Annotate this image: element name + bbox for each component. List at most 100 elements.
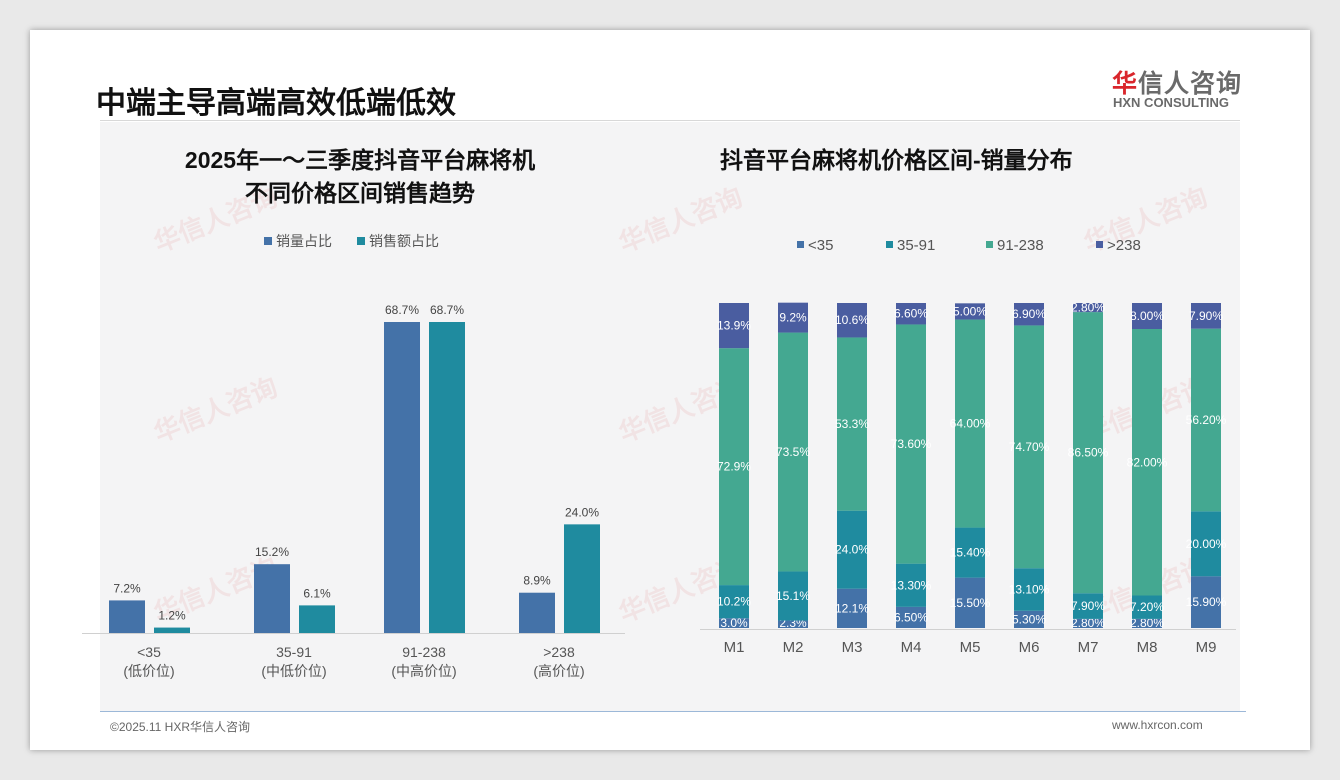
legend-label: >238 bbox=[1107, 237, 1141, 254]
legend-label: 35-91 bbox=[897, 237, 935, 254]
data-label: 68.7% bbox=[430, 303, 464, 317]
stacked-bar-segment bbox=[837, 337, 867, 511]
stacked-bar-segment bbox=[719, 348, 749, 586]
data-label: 12.1% bbox=[835, 601, 869, 615]
logo: 华信人咨询 bbox=[1112, 70, 1243, 98]
stacked-bar-segment bbox=[1014, 325, 1044, 569]
tick-label: M7 bbox=[1078, 639, 1099, 656]
data-label: 86.50% bbox=[1068, 446, 1109, 460]
stacked-bar-segment bbox=[1132, 329, 1162, 596]
stacked-bar-segment bbox=[1073, 618, 1103, 628]
data-label: 10.2% bbox=[717, 595, 751, 609]
data-label: 24.0% bbox=[835, 543, 869, 557]
stacked-bar-segment bbox=[1191, 511, 1221, 577]
tick-label: M8 bbox=[1137, 639, 1158, 656]
data-label: 64.00% bbox=[950, 417, 991, 431]
legend-label: 91-238 bbox=[997, 237, 1044, 254]
tick-label: M6 bbox=[1019, 639, 1040, 656]
bar bbox=[519, 592, 555, 633]
data-label: 2.80% bbox=[1071, 616, 1105, 630]
tick-label: M4 bbox=[901, 639, 922, 656]
stacked-bar-segment bbox=[1132, 303, 1162, 329]
tick-label: M5 bbox=[960, 639, 981, 656]
data-label: 5.00% bbox=[953, 304, 987, 318]
stacked-bar-segment bbox=[955, 527, 985, 578]
bar bbox=[109, 600, 145, 633]
legend-swatch bbox=[986, 241, 993, 248]
legend-swatch bbox=[264, 237, 272, 245]
footer-divider bbox=[100, 711, 1246, 712]
right-chart-title: 抖音平台麻将机价格区间-销量分布 bbox=[720, 147, 1073, 173]
data-label: 82.00% bbox=[1127, 455, 1168, 469]
data-label: 74.70% bbox=[1009, 440, 1050, 454]
data-label: 9.2% bbox=[779, 311, 807, 325]
data-label: 15.90% bbox=[1186, 595, 1227, 609]
bar bbox=[299, 605, 335, 633]
data-label: 15.50% bbox=[950, 596, 991, 610]
stacked-bar-segment bbox=[778, 332, 808, 572]
stacked-bar-segment bbox=[719, 303, 749, 349]
stacked-bar-segment bbox=[955, 303, 985, 320]
legend-swatch bbox=[797, 241, 804, 248]
stacked-bar-segment bbox=[1132, 595, 1162, 619]
bar bbox=[384, 322, 420, 633]
data-label: 24.0% bbox=[565, 505, 599, 519]
data-label: 15.1% bbox=[776, 589, 810, 603]
stacked-bar-segment bbox=[1191, 328, 1221, 512]
data-label: 1.2% bbox=[158, 609, 186, 623]
tick-label: M1 bbox=[724, 639, 745, 656]
header-divider bbox=[100, 120, 1240, 121]
legend-label: 销售额占比 bbox=[369, 233, 439, 249]
stacked-bar-segment bbox=[1014, 303, 1044, 326]
bar bbox=[254, 564, 290, 633]
tick-sublabel: (中低价位) bbox=[261, 663, 326, 679]
data-label: 2.80% bbox=[1130, 616, 1164, 630]
stacked-bar-segment bbox=[778, 620, 808, 628]
stacked-bar-segment bbox=[955, 577, 985, 628]
legend-swatch bbox=[886, 241, 893, 248]
bar bbox=[564, 524, 600, 633]
tick-label: >238 bbox=[543, 644, 575, 660]
stacked-bar-segment bbox=[1073, 593, 1103, 619]
data-label: 73.60% bbox=[891, 437, 932, 451]
page-title: 中端主导高端高效低端低效 bbox=[96, 87, 456, 120]
website: www.hxrcon.com bbox=[1112, 718, 1203, 732]
tick-label: M2 bbox=[783, 639, 804, 656]
data-label: 15.2% bbox=[255, 545, 289, 559]
tick-label: <35 bbox=[137, 644, 161, 660]
stacked-bar-segment bbox=[778, 302, 808, 333]
tick-label: 35-91 bbox=[276, 644, 312, 660]
stacked-bar-segment bbox=[896, 563, 926, 607]
data-label: 7.90% bbox=[1071, 599, 1105, 613]
data-label: 13.9% bbox=[717, 319, 751, 333]
data-label: 10.6% bbox=[835, 313, 869, 327]
legend-label: 销量占比 bbox=[276, 233, 332, 249]
data-label: 2.80% bbox=[1071, 301, 1105, 315]
stacked-bar-segment bbox=[837, 588, 867, 628]
stacked-bar-segment bbox=[896, 324, 926, 564]
stacked-bar-segment bbox=[1073, 303, 1103, 313]
logo-subtitle: HXN CONSULTING bbox=[1113, 95, 1230, 110]
bar bbox=[429, 322, 465, 633]
data-label: 68.7% bbox=[385, 303, 419, 317]
stacked-bar-segment bbox=[719, 585, 749, 619]
tick-label: M9 bbox=[1196, 639, 1217, 656]
stacked-bar-segment bbox=[1191, 303, 1221, 329]
data-label: 7.20% bbox=[1130, 600, 1164, 614]
stacked-bar-segment bbox=[1014, 610, 1044, 628]
stacked-bar-segment bbox=[896, 303, 926, 325]
data-label: 6.90% bbox=[1012, 307, 1046, 321]
data-label: 7.90% bbox=[1189, 309, 1223, 323]
legend-swatch bbox=[1096, 241, 1103, 248]
data-label: 8.9% bbox=[523, 574, 551, 588]
tick-label: M3 bbox=[842, 639, 863, 656]
tick-sublabel: (高价位) bbox=[533, 663, 584, 679]
bar bbox=[154, 627, 190, 633]
stacked-bar-segment bbox=[778, 571, 808, 621]
legend-label: <35 bbox=[808, 237, 833, 254]
data-label: 6.50% bbox=[894, 610, 928, 624]
tick-sublabel: (低价位) bbox=[123, 663, 174, 679]
data-label: 6.60% bbox=[894, 307, 928, 321]
data-label: 5.30% bbox=[1012, 612, 1046, 626]
